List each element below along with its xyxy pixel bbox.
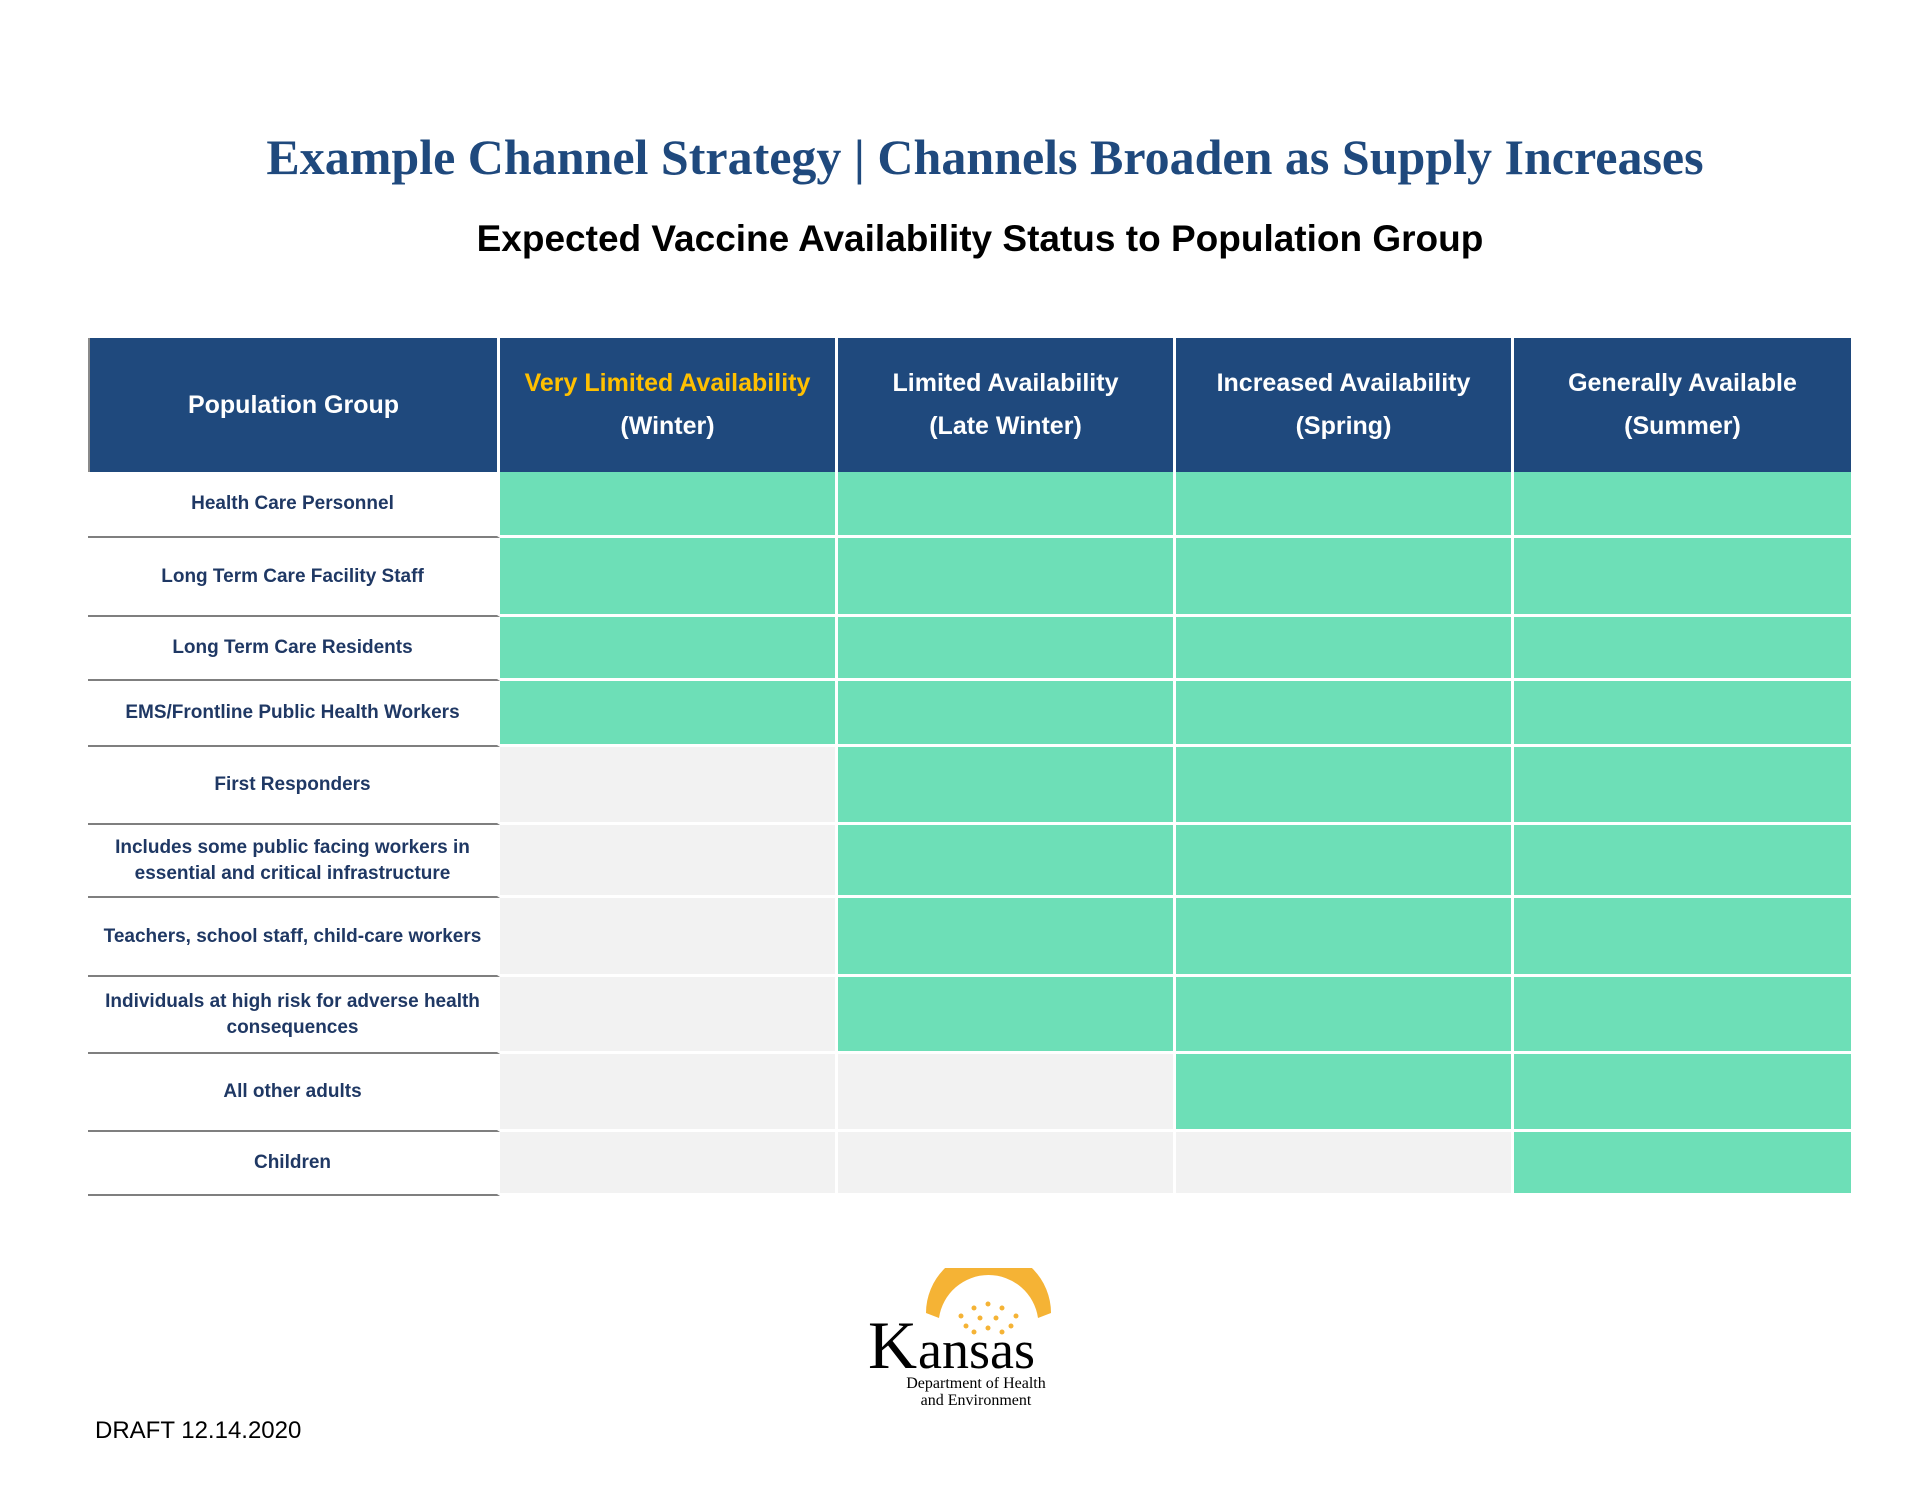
available-cell [1514,1132,1851,1196]
table-row: Individuals at high risk for adverse hea… [88,977,1851,1054]
header-line1: Very Limited Availability [524,369,811,397]
header-label: Population Group [187,390,400,419]
page-title: Example Channel Strategy | Channels Broa… [266,129,1704,185]
population-group-label: All other adults [88,1054,500,1132]
table-row: Children [88,1132,1851,1196]
unavailable-cell [500,825,838,898]
kdhe-logo: K ansas Department of Health and Environ… [868,1268,1051,1408]
table-row: EMS/Frontline Public Health Workers [88,681,1851,747]
available-cell [1176,977,1514,1054]
available-cell [1514,898,1851,977]
table-row: Includes some public facing workers in e… [88,825,1851,898]
available-cell [838,538,1176,617]
svg-text:Department of Health: Department of Health [906,1375,1046,1392]
available-cell [1514,1054,1851,1132]
header-increased: Increased Availability (Spring) [1176,338,1514,472]
draft-date: DRAFT 12.14.2020 [95,1417,302,1444]
available-cell [500,617,838,681]
table-header-row: Population Group Very Limited Availabili… [88,338,1851,472]
unavailable-cell [500,1132,838,1196]
available-cell [1514,825,1851,898]
available-cell [500,681,838,747]
population-group-label: Individuals at high risk for adverse hea… [88,977,500,1054]
available-cell [1514,747,1851,825]
available-cell [1176,1054,1514,1132]
unavailable-cell [500,1054,838,1132]
header-limited: Limited Availability (Late Winter) [838,338,1176,472]
available-cell [1176,538,1514,617]
available-cell [838,977,1176,1054]
table-row: Teachers, school staff, child-care worke… [88,898,1851,977]
available-cell [838,681,1176,747]
available-cell [1514,617,1851,681]
header-line2: (Winter) [620,412,715,440]
population-group-label: First Responders [88,747,500,825]
header-line1: Limited Availability [892,369,1119,397]
header-line2: (Summer) [1624,412,1741,440]
page-subtitle: Expected Vaccine Availability Status to … [476,218,1484,259]
population-group-label: Children [88,1132,500,1196]
population-group-label: Health Care Personnel [88,472,500,538]
available-cell [1176,472,1514,538]
availability-table: Population Group Very Limited Availabili… [88,338,1851,1196]
available-cell [1176,898,1514,977]
available-cell [838,617,1176,681]
available-cell [1176,617,1514,681]
unavailable-cell [500,747,838,825]
available-cell [1514,472,1851,538]
header-line2: (Late Winter) [929,412,1082,440]
population-group-label: EMS/Frontline Public Health Workers [88,681,500,747]
unavailable-cell [838,1054,1176,1132]
table-row: First Responders [88,747,1851,825]
header-line2: (Spring) [1295,412,1392,440]
unavailable-cell [500,898,838,977]
available-cell [1514,681,1851,747]
available-cell [838,898,1176,977]
header-very-limited: Very Limited Availability (Winter) [500,338,838,472]
population-group-label: Includes some public facing workers in e… [88,825,500,898]
available-cell [1514,538,1851,617]
table-row: Long Term Care Residents [88,617,1851,681]
header-population-group: Population Group [88,338,500,472]
svg-text:K: K [868,1307,917,1383]
svg-text:and Environment: and Environment [921,1392,1032,1408]
svg-text:ansas: ansas [918,1320,1035,1380]
available-cell [1176,825,1514,898]
available-cell [838,472,1176,538]
available-cell [500,472,838,538]
header-generally-available: Generally Available (Summer) [1514,338,1851,472]
header-line1: Generally Available [1568,369,1797,397]
unavailable-cell [1176,1132,1514,1196]
unavailable-cell [838,1132,1176,1196]
unavailable-cell [500,977,838,1054]
table-row: All other adults [88,1054,1851,1132]
available-cell [838,825,1176,898]
header-line1: Increased Availability [1216,369,1471,397]
population-group-label: Teachers, school staff, child-care worke… [88,898,500,977]
table-row: Health Care Personnel [88,472,1851,538]
available-cell [500,538,838,617]
available-cell [1514,977,1851,1054]
available-cell [838,747,1176,825]
available-cell [1176,681,1514,747]
available-cell [1176,747,1514,825]
population-group-label: Long Term Care Facility Staff [88,538,500,617]
population-group-label: Long Term Care Residents [88,617,500,681]
table-row: Long Term Care Facility Staff [88,538,1851,617]
